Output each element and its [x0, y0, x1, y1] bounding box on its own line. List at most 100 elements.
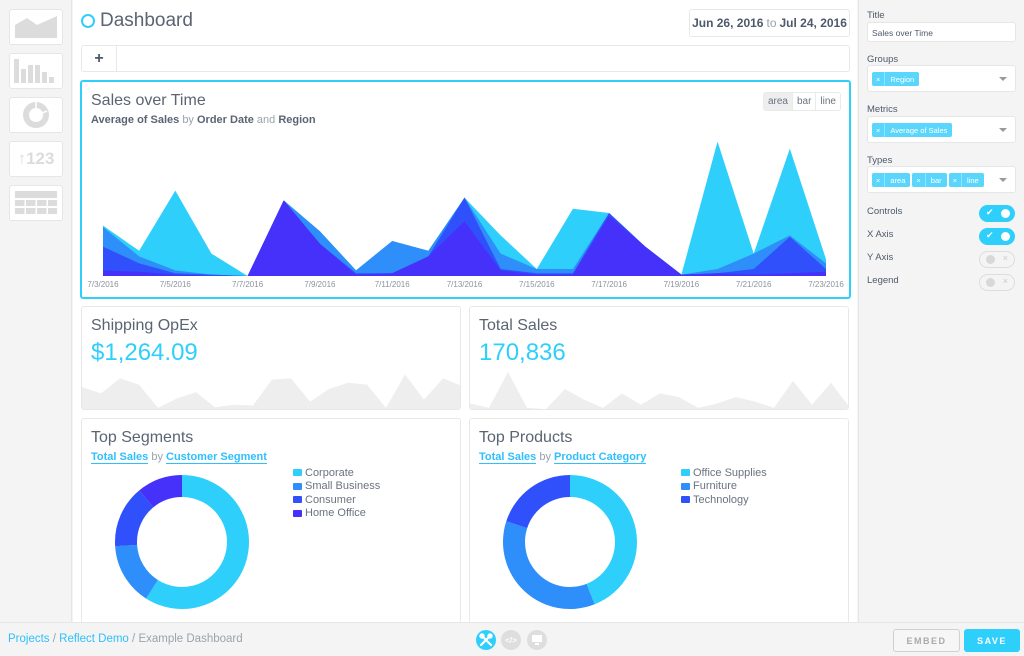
top-products-card[interactable]: Top Products Total Sales by Product Cate…	[469, 418, 849, 622]
card-subtitle: Total Sales by Product Category	[479, 451, 647, 464]
types-select[interactable]: × area × bar × line	[867, 166, 1016, 193]
remove-tag-icon[interactable]: ×	[872, 173, 886, 187]
donut-slice-home-office[interactable]	[139, 475, 182, 508]
title-input[interactable]: Sales over Time	[867, 22, 1016, 42]
area-chart-icon	[15, 16, 57, 38]
embed-button[interactable]: EMBED	[893, 629, 960, 652]
metrics-label: Metrics	[867, 104, 898, 115]
legend-swatch	[293, 482, 302, 490]
remove-tag-icon[interactable]: ×	[949, 173, 963, 187]
monitor-icon	[532, 635, 542, 645]
dashboard-status-icon	[81, 14, 95, 28]
legend-item[interactable]: Consumer	[293, 493, 380, 507]
legend-item[interactable]: Small Business	[293, 480, 380, 494]
kpi-number-icon: ↑123	[17, 149, 55, 168]
legend-swatch	[293, 509, 302, 517]
kpi-widget[interactable]: ↑123	[9, 141, 63, 177]
date-range-picker[interactable]: Jun 26, 2016 to Jul 24, 2016	[689, 9, 850, 37]
preview-mode-button[interactable]	[527, 630, 547, 650]
remove-tag-icon[interactable]: ×	[912, 173, 926, 187]
y-axis-toggle[interactable]: ×	[979, 251, 1015, 268]
breadcrumb-projects[interactable]: Projects	[8, 633, 50, 645]
card-subtitle: Total Sales by Customer Segment	[91, 451, 267, 464]
dimension-link[interactable]: Product Category	[554, 451, 647, 464]
toggle-knob	[1001, 232, 1010, 241]
group-tag: × Region	[872, 72, 920, 86]
table-icon	[15, 191, 57, 214]
card-title: Top Products	[479, 429, 573, 446]
donut-slice-office-supplies[interactable]	[570, 475, 637, 605]
table-widget[interactable]	[9, 185, 63, 221]
x-tick-label: 7/15/2016	[519, 280, 555, 289]
chart-type-toggle: area bar line	[762, 92, 841, 111]
legend-label: Office Supplies	[693, 466, 767, 479]
legend-toggle[interactable]: ×	[979, 274, 1015, 291]
dropdown-caret-icon[interactable]	[999, 76, 1007, 81]
sales-over-time-card[interactable]: Sales over Time Average of Sales by Orde…	[80, 80, 851, 299]
remove-tag-icon[interactable]: ×	[872, 72, 886, 86]
segments-legend: Corporate Small Business Consumer Home Offi…	[293, 466, 380, 520]
products-legend: Office Supplies Furniture Technology	[681, 466, 767, 507]
total-sales-card[interactable]: Total Sales 170,836	[469, 306, 849, 410]
edit-mode-button[interactable]	[476, 630, 496, 650]
page-title: Dashboard	[81, 10, 193, 32]
code-mode-button[interactable]: </>	[501, 630, 521, 650]
breadcrumb-reflect-demo[interactable]: Reflect Demo	[59, 633, 129, 645]
groups-select[interactable]: × Region	[867, 65, 1016, 92]
toggle-knob	[1001, 209, 1010, 218]
date-from: Jun 26, 2016	[692, 16, 764, 30]
donut-slice-consumer[interactable]	[115, 490, 154, 547]
dropdown-caret-icon[interactable]	[999, 127, 1007, 132]
type-tag: × line	[948, 173, 984, 187]
check-icon: ✔	[986, 230, 994, 240]
legend-item[interactable]: Technology	[681, 493, 767, 507]
x-axis-toggle[interactable]: ✔	[979, 228, 1015, 245]
x-axis-label: X Axis	[867, 229, 894, 240]
products-donut-chart	[503, 475, 637, 609]
area-chart-widget[interactable]	[9, 9, 63, 45]
type-line-button[interactable]: line	[815, 93, 840, 110]
metrics-select[interactable]: × Average of Sales	[867, 116, 1016, 143]
donut-slice-furniture[interactable]	[503, 521, 595, 609]
x-tick-label: 7/13/2016	[447, 280, 483, 289]
legend-item[interactable]: Office Supplies	[681, 466, 767, 480]
donut-chart-widget[interactable]	[9, 97, 63, 133]
controls-label: Controls	[867, 206, 903, 217]
controls-toggle[interactable]: ✔	[979, 205, 1015, 222]
shipping-opex-card[interactable]: Shipping OpEx $1,264.09	[81, 306, 461, 410]
x-tick-label: 7/3/2016	[87, 280, 119, 289]
card-title: Top Segments	[91, 429, 194, 446]
type-bar-button[interactable]: bar	[791, 93, 815, 110]
bar-chart-widget[interactable]	[9, 53, 63, 89]
x-tick-label: 7/19/2016	[664, 280, 700, 289]
top-segments-card[interactable]: Top Segments Total Sales by Customer Seg…	[81, 418, 461, 622]
type-area-button[interactable]: area	[763, 93, 792, 110]
legend-item[interactable]: Furniture	[681, 480, 767, 494]
save-button[interactable]: SAVE	[964, 629, 1020, 652]
widget-palette: ↑123	[0, 0, 72, 622]
metric-link[interactable]: Total Sales	[479, 451, 537, 464]
groups-label: Groups	[867, 54, 899, 65]
type-tag: × area	[872, 173, 911, 187]
kpi-value: $1,264.09	[91, 339, 198, 366]
dropdown-caret-icon[interactable]	[999, 177, 1007, 182]
remove-tag-icon[interactable]: ×	[872, 123, 886, 137]
type-tag: × bar	[912, 173, 947, 187]
breadcrumb-current: Example Dashboard	[138, 633, 243, 645]
donut-slice-small-business[interactable]	[115, 544, 158, 599]
legend-item[interactable]: Corporate	[293, 466, 380, 480]
metric-link[interactable]: Total Sales	[91, 451, 149, 464]
code-icon: </>	[505, 635, 517, 645]
x-tick-label: 7/23/2016	[808, 280, 844, 289]
card-title: Shipping OpEx	[91, 317, 198, 334]
add-tab-button[interactable]: +	[82, 46, 117, 71]
donut-slice-technology[interactable]	[506, 475, 570, 529]
donut-slice-corporate[interactable]	[146, 475, 249, 609]
legend-item[interactable]: Home Office	[293, 507, 380, 521]
x-tick-label: 7/7/2016	[232, 280, 264, 289]
card-subtitle: Average of Sales by Order Date and Regio…	[91, 114, 316, 126]
bar-chart-icon	[14, 59, 54, 83]
legend-swatch	[681, 469, 690, 477]
dimension-link[interactable]: Customer Segment	[166, 451, 267, 464]
y-axis-label: Y Axis	[867, 252, 894, 263]
